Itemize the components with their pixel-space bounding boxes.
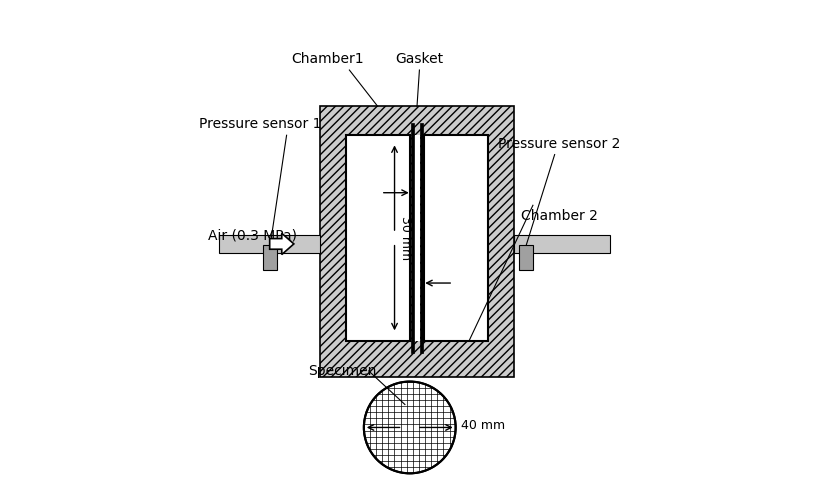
Text: 30 mm: 30 mm [399,216,412,260]
Bar [520,245,533,270]
Text: Chamber 2: Chamber 2 [521,209,598,223]
Text: Specimen: Specimen [308,364,376,378]
Bar [410,135,414,341]
Bar [219,235,320,253]
Bar [420,341,424,353]
Bar [414,135,420,341]
Bar [345,135,409,341]
Bar [264,245,277,270]
Bar [425,135,489,341]
Text: Air (0.3 MPa): Air (0.3 MPa) [208,229,298,243]
Bar [514,235,610,253]
Text: Chamber1: Chamber1 [291,52,364,66]
Text: 40 mm: 40 mm [461,419,505,431]
Bar [320,106,514,377]
Bar [420,135,424,341]
Polygon shape [269,233,294,255]
Text: Pressure sensor 2: Pressure sensor 2 [498,137,620,151]
Ellipse shape [364,382,455,473]
Bar [410,123,414,135]
Bar [410,341,414,353]
Text: Gasket: Gasket [395,52,444,66]
Bar [420,123,424,135]
Text: Pressure sensor 1: Pressure sensor 1 [198,117,321,131]
